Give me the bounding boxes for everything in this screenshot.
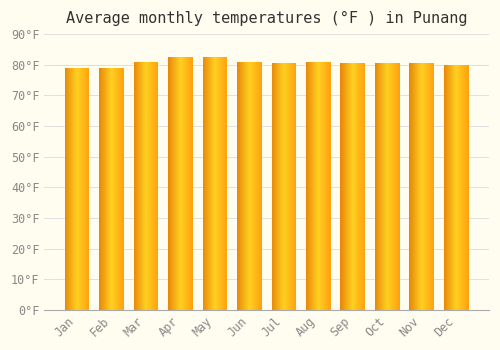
Title: Average monthly temperatures (°F ) in Punang: Average monthly temperatures (°F ) in Pu… [66,11,468,26]
